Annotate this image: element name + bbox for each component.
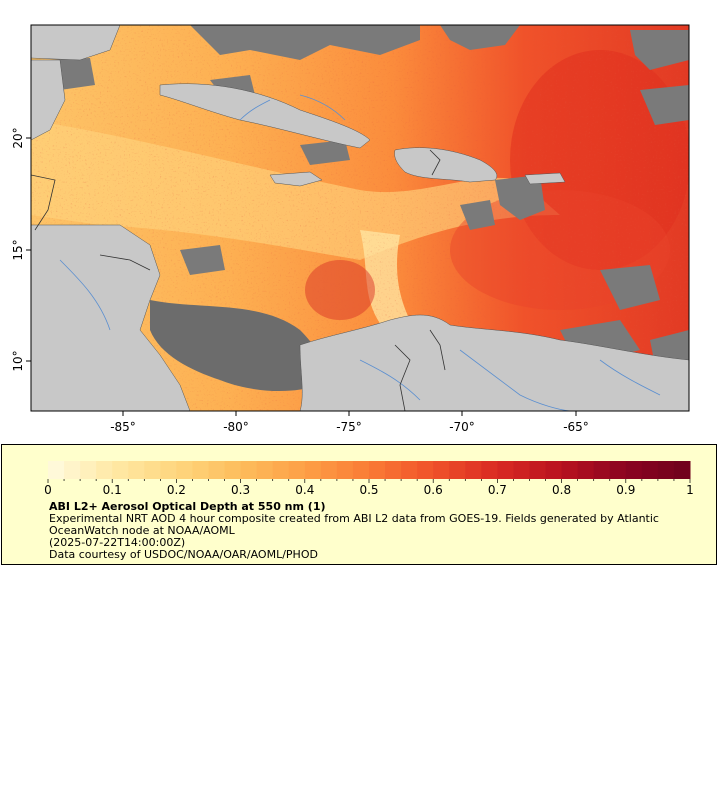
- colorbar-ticks: 0 0.1 0.2 0.3 0.4 0.5 0.6 0.7 0.8 0.9 1: [44, 479, 694, 497]
- x-tick-label: -65°: [563, 420, 589, 434]
- legend-title: ABI L2+ Aerosol Optical Depth at 550 nm …: [49, 500, 326, 513]
- colorbar-tick-label: 0.8: [552, 483, 571, 497]
- colorbar-cells: [48, 461, 691, 479]
- colorbar-cell: [641, 461, 659, 479]
- y-tick-label: 20°: [11, 127, 25, 148]
- x-tick-label: -80°: [223, 420, 249, 434]
- colorbar-cell: [481, 461, 498, 479]
- colorbar-cell: [497, 461, 514, 479]
- colorbar-cell: [224, 461, 242, 479]
- colorbar-cell: [240, 461, 258, 479]
- colorbar-tick-label: 0.7: [488, 483, 507, 497]
- colorbar-tick-label: 0.3: [231, 483, 250, 497]
- colorbar-tick-label: 0: [44, 483, 52, 497]
- borders: [31, 149, 446, 411]
- colorbar-cell: [352, 461, 370, 479]
- colorbar-cell: [561, 461, 579, 479]
- x-axis: -85° -80° -75° -70° -65°: [110, 411, 589, 434]
- colorbar-cell: [128, 461, 145, 479]
- colorbar-cell: [64, 461, 81, 479]
- colorbar-tick-label: 0.9: [616, 483, 635, 497]
- colorbar-cell: [385, 461, 402, 479]
- colorbar-tick-label: 0.5: [359, 483, 378, 497]
- x-tick-label: -75°: [336, 420, 362, 434]
- colorbar-tick-label: 0.4: [295, 483, 314, 497]
- colorbar-cell: [80, 461, 97, 479]
- colorbar-cell: [208, 461, 226, 479]
- y-tick-label: 15°: [11, 239, 25, 260]
- colorbar-cell: [48, 461, 65, 479]
- colorbar-tick-label: 1: [686, 483, 694, 497]
- colorbar-cell: [465, 461, 482, 479]
- colorbar-cell: [657, 461, 675, 479]
- colorbar-cell: [433, 461, 450, 479]
- colorbar-cell: [96, 461, 113, 479]
- colorbar-cell: [625, 461, 643, 479]
- colorbar-cell: [673, 461, 691, 479]
- colorbar-cell: [593, 461, 611, 479]
- colorbar-cell: [369, 461, 386, 479]
- x-tick-label: -70°: [449, 420, 475, 434]
- legend-description: Experimental NRT AOD 4 hour composite cr…: [49, 512, 659, 537]
- colorbar-cell: [256, 461, 274, 479]
- colorbar-cell: [112, 461, 129, 479]
- y-axis: 20° 15° 10°: [11, 127, 31, 372]
- legend-panel: 0 0.1 0.2 0.3 0.4 0.5 0.6 0.7 0.8 0.9 1 ABI L2+ Ae…: [1, 444, 717, 565]
- colorbar-cell: [288, 461, 306, 479]
- y-tick-label: 10°: [11, 350, 25, 371]
- rivers: [59, 94, 661, 411]
- colorbar-cell: [272, 461, 290, 479]
- colorbar-cell: [577, 461, 595, 479]
- legend-timestamp: (2025-07-22T14:00:00Z): [49, 536, 186, 549]
- colorbar-cell: [417, 461, 434, 479]
- colorbar-tick-label: 0.1: [103, 483, 122, 497]
- colorbar-cell: [513, 461, 530, 479]
- colorbar-cell: [304, 461, 322, 479]
- colorbar: 0 0.1 0.2 0.3 0.4 0.5 0.6 0.7 0.8 0.9 1: [44, 461, 694, 497]
- colorbar-cell: [449, 461, 466, 479]
- colorbar-cell: [320, 461, 338, 479]
- colorbar-tick-label: 0.6: [424, 483, 443, 497]
- colorbar-cell: [529, 461, 547, 479]
- aod-map: -85° -80° -75° -70° -65° 20° 15° 10°: [11, 24, 690, 434]
- colorbar-cell: [401, 461, 418, 479]
- colorbar-cell: [176, 461, 193, 479]
- colorbar-cell: [192, 461, 209, 479]
- colorbar-cell: [609, 461, 627, 479]
- colorbar-cell: [336, 461, 354, 479]
- colorbar-cell: [545, 461, 563, 479]
- legend-credit: Data courtesy of USDOC/NOAA/OAR/AOML/PHO…: [49, 548, 318, 561]
- colorbar-tick-label: 0.2: [167, 483, 186, 497]
- no-data-ocean: [150, 300, 324, 392]
- x-tick-label: -85°: [110, 420, 136, 434]
- colorbar-cell: [160, 461, 177, 479]
- map-frame: [30, 24, 690, 412]
- map-frame-content: [31, 25, 689, 411]
- colorbar-cell: [144, 461, 161, 479]
